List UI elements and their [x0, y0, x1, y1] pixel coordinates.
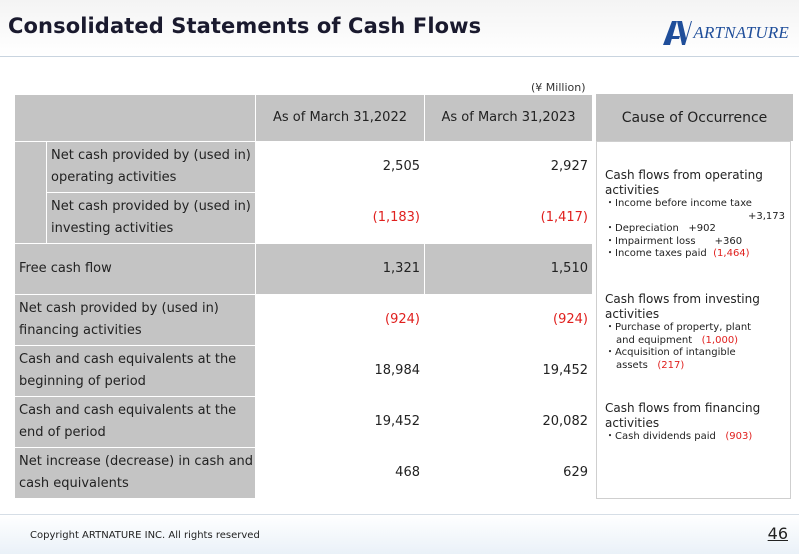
operating-causes: Cash flows from operating activities ・In…: [605, 168, 785, 261]
value-2023: 1,510: [424, 243, 593, 295]
table-row: Net cash provided by (used in) investing…: [15, 192, 593, 244]
row-label: Net cash provided by (used in) operating…: [46, 141, 256, 193]
cause-item: ・Income before income taxe: [605, 198, 785, 211]
page-title: Consolidated Statements of Cash Flows: [8, 14, 482, 38]
row-label: Net cash provided by (used in) financing…: [14, 294, 256, 346]
investing-causes: Cash flows from investing activities ・Pu…: [605, 292, 785, 372]
cause-item-value: +902: [688, 223, 716, 234]
header-blank-cell: [14, 94, 256, 142]
company-logo: ARTNATURE: [662, 20, 789, 46]
cause-item: ・Acquisition of intangible: [605, 347, 785, 360]
financing-title: Cash flows from financing activities: [605, 401, 761, 430]
value-2022: (924): [255, 294, 425, 346]
cause-item-text: and equipment: [616, 334, 693, 346]
table-row: Net increase (decrease) in cash and cash…: [14, 447, 593, 499]
cause-item-value: (217): [657, 359, 685, 371]
indent-cell: [14, 141, 47, 244]
table-header-row: As of March 31,2022 As of March 31,2023: [14, 94, 593, 142]
cause-item: ・Purchase of property, plant: [605, 322, 785, 335]
cause-item: assets (217): [605, 360, 785, 373]
cause-item-text: ・Purchase of property, plant: [605, 322, 752, 333]
financing-causes: Cash flows from financing activities ・Ca…: [605, 401, 785, 444]
table-row: Net cash provided by (used in) financing…: [14, 294, 593, 346]
cause-item: ・Depreciation +902: [605, 223, 785, 236]
slide-header: [0, 0, 799, 57]
cause-item: ・Cash dividends paid (903): [605, 431, 785, 444]
cause-item-text: ・Income before income taxe: [605, 198, 752, 209]
cause-item: ・Impairment loss +360: [605, 236, 785, 249]
row-label: Cash and cash equivalents at the end of …: [14, 396, 256, 448]
header-2022: As of March 31,2022: [255, 94, 425, 142]
copyright-text: Copyright ARTNATURE INC. All rights rese…: [30, 530, 260, 541]
value-2022: 19,452: [255, 396, 425, 448]
cause-item-text: ・Impairment loss: [605, 235, 696, 247]
value-2022: 1,321: [255, 243, 425, 295]
cause-item-value: +360: [714, 235, 743, 247]
cause-item-value: (1,000): [701, 334, 739, 346]
unit-label: (¥ Million): [531, 81, 586, 94]
row-label: Free cash flow: [14, 243, 256, 295]
cause-item-text: assets: [616, 359, 648, 371]
cause-item: and equipment (1,000): [605, 335, 785, 348]
investing-title: Cash flows from investing activities: [605, 292, 760, 321]
cause-item-value: +3,173: [747, 210, 785, 222]
cause-item-value: (1,464): [713, 248, 750, 259]
row-label: Net increase (decrease) in cash and cash…: [14, 447, 256, 499]
slide-footer: [0, 514, 799, 554]
value-2023: (1,417): [424, 192, 593, 244]
cause-item-text: ・Cash dividends paid: [605, 431, 716, 442]
row-label: Net cash provided by (used in) investing…: [46, 192, 256, 244]
cause-item-value: (903): [725, 431, 753, 442]
cause-item-text: ・Income taxes paid: [605, 248, 707, 259]
table-row: Net cash provided by (used in) operating…: [14, 141, 593, 244]
row-label: Cash and cash equivalents at the beginni…: [14, 345, 256, 397]
value-2023: 2,927: [424, 141, 593, 193]
artnature-logo-icon: [663, 21, 693, 45]
table-row: Cash and cash equivalents at the end of …: [14, 396, 593, 448]
value-2023: 19,452: [424, 345, 593, 397]
logo-text: ARTNATURE: [693, 23, 789, 42]
page-number: 46: [767, 524, 788, 543]
value-2022: 2,505: [255, 141, 425, 193]
table-row: Cash and cash equivalents at the beginni…: [14, 345, 593, 397]
value-2023: 20,082: [424, 396, 593, 448]
operating-title: Cash flows from operating activities: [605, 168, 763, 197]
cause-item-text: ・Depreciation: [605, 223, 679, 234]
value-2023: 629: [424, 447, 593, 499]
value-2022: (1,183): [255, 192, 425, 244]
cause-item: ・Income taxes paid (1,464): [605, 248, 785, 261]
header-2023: As of March 31,2023: [424, 94, 593, 142]
value-2023: (924): [424, 294, 593, 346]
cause-panel: Cash flows from operating activities ・In…: [596, 141, 791, 499]
cause-item-text: ・Acquisition of intangible: [605, 347, 736, 358]
cash-flow-table: As of March 31,2022 As of March 31,2023 …: [14, 94, 593, 499]
table-row: Free cash flow 1,321 1,510: [14, 243, 593, 295]
cause-header: Cause of Occurrence: [596, 94, 793, 141]
value-2022: 468: [255, 447, 425, 499]
value-2022: 18,984: [255, 345, 425, 397]
